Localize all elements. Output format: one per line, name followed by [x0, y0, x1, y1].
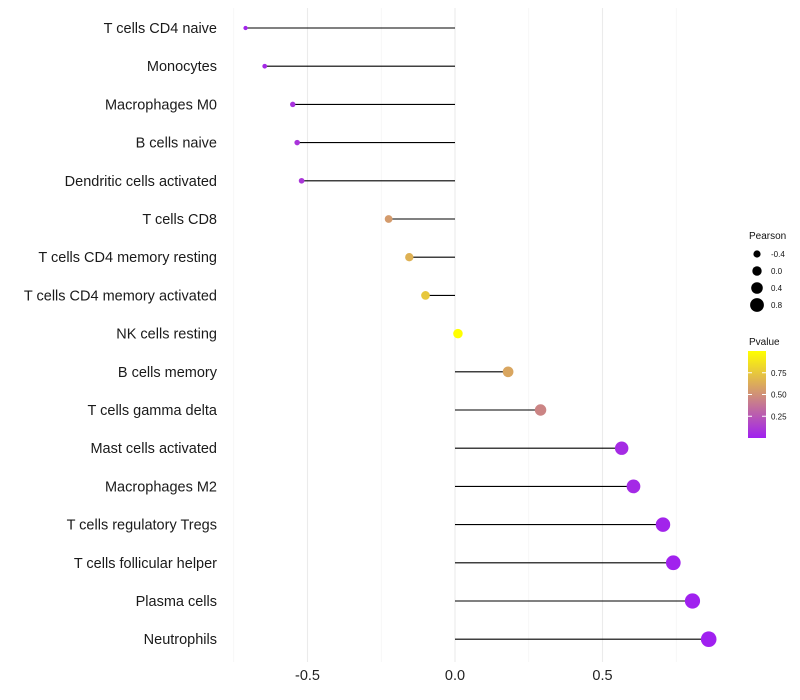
size-legend-dot [752, 266, 762, 276]
lollipop-point [384, 215, 393, 223]
y-axis-label: T cells gamma delta [88, 403, 218, 419]
y-axis-label: Macrophages M2 [105, 479, 217, 495]
color-legend-bar [748, 351, 766, 438]
size-legend-dot [750, 298, 764, 312]
x-tick-label: 0.5 [592, 668, 612, 684]
y-axis-label: Dendritic cells activated [65, 174, 217, 190]
lollipop-point [262, 63, 268, 69]
y-axis-label: Monocytes [147, 59, 217, 75]
y-axis-label: T cells CD8 [142, 212, 217, 228]
grid-lines [233, 8, 677, 662]
lollipop-point [614, 441, 629, 455]
y-axis-label: T cells follicular helper [74, 556, 217, 572]
lollipop-point [655, 517, 671, 532]
size-legend-dot [753, 250, 761, 258]
color-legend-label: 0.25 [771, 412, 787, 421]
lollipop-point [534, 404, 547, 416]
y-axis-label: T cells CD4 naive [104, 21, 217, 37]
size-legend-title: Pearson [749, 231, 786, 242]
size-legend-label: 0.0 [771, 267, 783, 276]
color-legend-title: Pvalue [749, 337, 780, 348]
lollipop-point [294, 139, 300, 146]
pvalue-color-legend: Pvalue 0.25 0.50 0.75 [748, 337, 787, 438]
lollipop-point [665, 555, 681, 571]
lollipop-point [298, 177, 305, 184]
x-tick-label: 0.0 [445, 668, 465, 684]
lollipop-points [243, 25, 717, 647]
y-axis-label: Neutrophils [144, 632, 217, 648]
lollipop-point [243, 25, 248, 31]
lollipop-point [502, 366, 514, 378]
y-axis-label: B cells memory [118, 365, 218, 381]
lollipop-point [405, 253, 414, 262]
x-tick-label: -0.5 [295, 668, 320, 684]
lollipop-point [626, 479, 641, 494]
size-legend-label: 0.8 [771, 301, 783, 310]
x-axis-ticks: -0.5 0.0 0.5 [295, 668, 613, 684]
y-axis-label: NK cells resting [116, 327, 217, 343]
lollipop-point [290, 101, 296, 108]
lollipop-stems [245, 27, 709, 640]
y-axis-label: Plasma cells [136, 594, 217, 610]
y-axis-label: Mast cells activated [90, 441, 217, 457]
y-axis-label: Macrophages M0 [105, 97, 217, 113]
size-legend-dot [751, 282, 763, 294]
lollipop-point [421, 291, 430, 300]
pearson-size-legend: Pearson -0.4 0.0 0.4 0.8 [749, 231, 786, 312]
lollipop-point [684, 593, 701, 609]
color-legend-label: 0.50 [771, 391, 787, 400]
color-legend-label: 0.75 [771, 369, 787, 378]
y-axis-label: B cells naive [136, 136, 217, 152]
size-legend-label: -0.4 [771, 250, 785, 259]
lollipop-point [453, 328, 463, 339]
lollipop-point [700, 631, 717, 647]
y-axis-label: T cells CD4 memory resting [38, 250, 217, 266]
y-axis-label: T cells regulatory Tregs [67, 518, 217, 534]
y-axis-labels: T cells CD4 naive Monocytes Macrophages M0… [24, 21, 218, 648]
size-legend-label: 0.4 [771, 284, 783, 293]
y-axis-label: T cells CD4 memory activated [24, 288, 217, 304]
